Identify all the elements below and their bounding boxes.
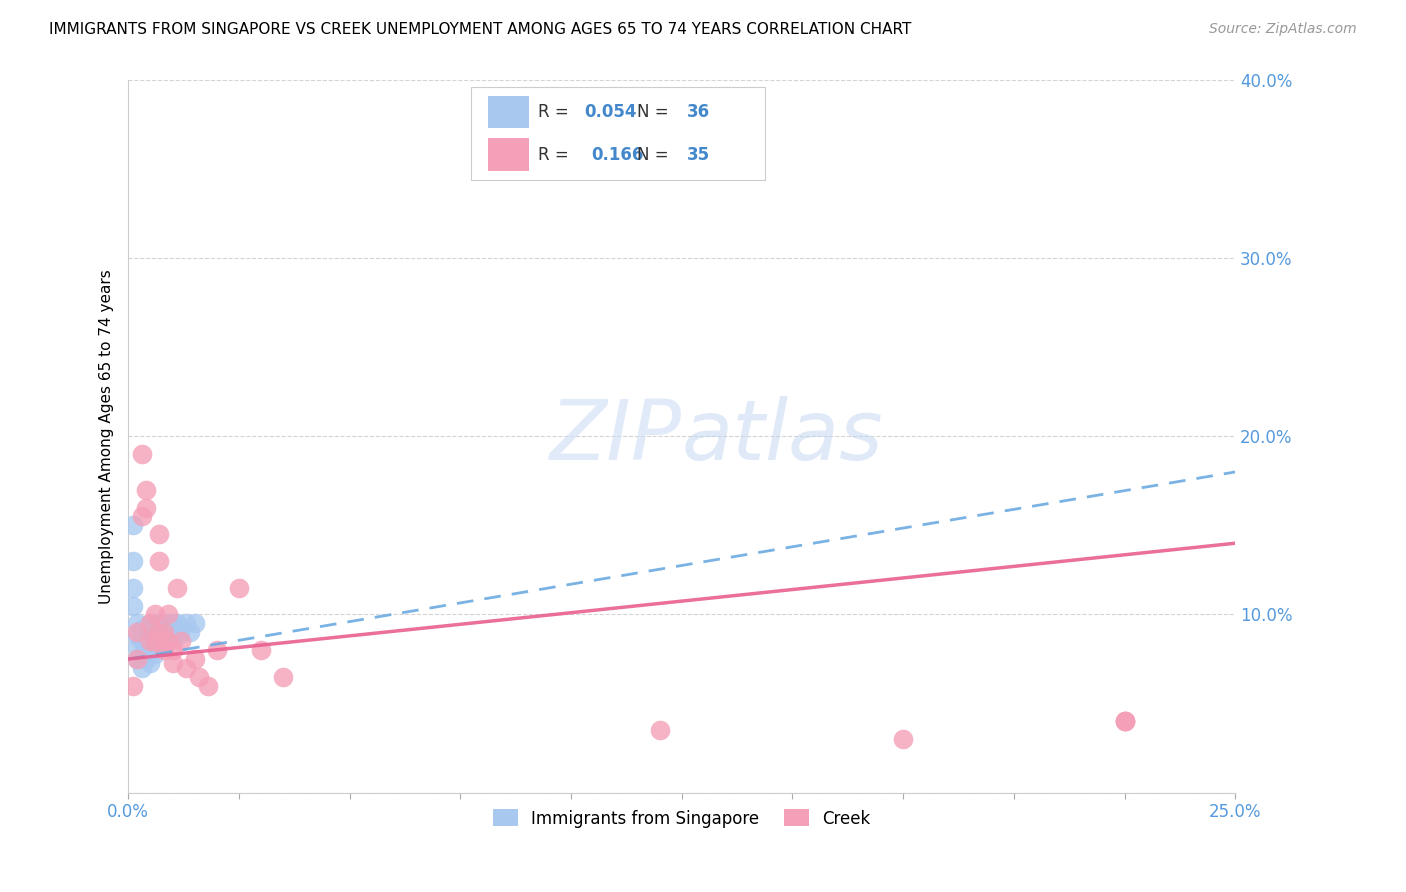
Point (188, 670, 211, 684)
Point (148, 625, 170, 640)
Point (152, 643, 174, 657)
Point (162, 616, 184, 631)
Point (205, 643, 228, 657)
Text: atlas: atlas (682, 396, 883, 477)
Point (131, 509, 153, 524)
Point (131, 647, 153, 661)
Text: R =: R = (538, 103, 574, 121)
Text: ZIP: ZIP (550, 396, 682, 477)
Point (127, 640, 149, 654)
Point (148, 634, 170, 648)
Text: 0.054: 0.054 (585, 103, 637, 121)
Point (143, 607, 166, 622)
Point (1114, 714, 1136, 729)
Point (166, 581, 188, 595)
Point (183, 652, 205, 666)
Point (131, 447, 153, 461)
Point (139, 656, 162, 670)
Point (174, 661, 197, 675)
Point (170, 622, 193, 636)
Point (127, 652, 149, 666)
Point (135, 483, 157, 497)
Point (135, 640, 157, 654)
Point (139, 616, 162, 631)
Point (271, 670, 294, 684)
Point (162, 643, 184, 657)
Point (127, 625, 149, 640)
Point (135, 652, 157, 666)
Text: N =: N = (637, 145, 675, 164)
Point (183, 616, 205, 631)
Text: 35: 35 (688, 145, 710, 164)
Point (143, 647, 166, 661)
Point (143, 622, 166, 636)
Point (1114, 714, 1136, 729)
Point (1114, 714, 1136, 729)
Point (143, 634, 166, 648)
FancyBboxPatch shape (471, 87, 765, 180)
Point (121, 518, 143, 533)
Point (121, 581, 143, 595)
Point (157, 634, 180, 648)
Point (139, 634, 162, 648)
Point (152, 640, 174, 654)
Point (166, 629, 188, 643)
Point (127, 652, 149, 666)
Point (648, 723, 671, 738)
Point (166, 616, 188, 631)
Point (121, 679, 143, 693)
Point (148, 554, 170, 568)
Point (121, 599, 143, 613)
Point (162, 629, 184, 643)
Legend: Immigrants from Singapore, Creek: Immigrants from Singapore, Creek (486, 803, 877, 834)
Y-axis label: Unemployment Among Ages 65 to 74 years: Unemployment Among Ages 65 to 74 years (100, 269, 114, 604)
FancyBboxPatch shape (488, 95, 529, 128)
Point (127, 616, 149, 631)
FancyBboxPatch shape (488, 138, 529, 171)
Point (139, 629, 162, 643)
Point (139, 643, 162, 657)
Point (197, 679, 219, 693)
Point (170, 634, 193, 648)
Point (121, 554, 143, 568)
Point (250, 643, 273, 657)
Point (891, 732, 914, 747)
Point (179, 625, 201, 640)
Point (143, 634, 166, 648)
Point (152, 625, 174, 640)
Point (131, 622, 153, 636)
Text: Source: ZipAtlas.com: Source: ZipAtlas.com (1209, 22, 1357, 37)
Point (157, 634, 180, 648)
Point (139, 616, 162, 631)
Text: 0.166: 0.166 (591, 145, 644, 164)
Point (148, 527, 170, 541)
Point (152, 625, 174, 640)
Text: N =: N = (637, 103, 675, 121)
Point (157, 616, 180, 631)
Point (228, 581, 250, 595)
Text: IMMIGRANTS FROM SINGAPORE VS CREEK UNEMPLOYMENT AMONG AGES 65 TO 74 YEARS CORREL: IMMIGRANTS FROM SINGAPORE VS CREEK UNEMP… (49, 22, 911, 37)
Point (131, 634, 153, 648)
Point (148, 616, 170, 631)
Point (135, 500, 157, 515)
Point (162, 656, 184, 670)
Point (131, 661, 153, 675)
Text: 36: 36 (688, 103, 710, 121)
Point (157, 607, 180, 622)
Point (174, 616, 197, 631)
Text: R =: R = (538, 145, 579, 164)
Point (127, 629, 149, 643)
Point (135, 625, 157, 640)
